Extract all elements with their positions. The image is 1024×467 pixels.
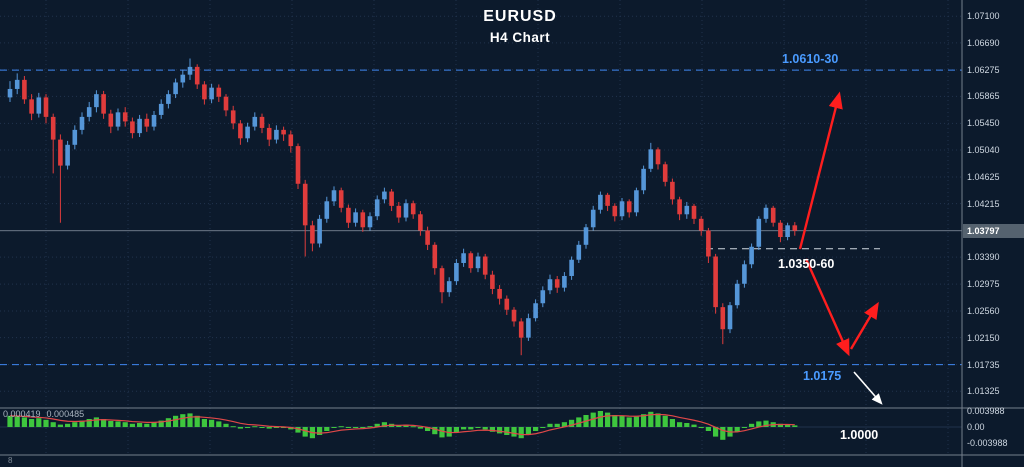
- price-axis-label: 1.07100: [967, 11, 1000, 22]
- bullish-projection-arrow: [798, 91, 843, 250]
- price-axis-label: 1.02150: [967, 332, 1000, 343]
- indicator-pointer-arrow: [853, 371, 883, 405]
- time-axis-fragment: 8: [8, 456, 13, 465]
- bounce-projection-arrow: [849, 301, 879, 350]
- grid-layer: [0, 0, 962, 455]
- price-axis-label: 1.06275: [967, 64, 1000, 75]
- price-axis-label: 1.01325: [967, 386, 1000, 397]
- bearish-projection-arrow: [804, 258, 850, 357]
- levels-layer: [0, 69, 962, 366]
- mid-zone-label: 1.0350-60: [778, 257, 835, 271]
- target-level-label: 1.0000: [840, 428, 879, 442]
- macd-values-readout: 0.000419 0.000485: [3, 409, 90, 419]
- current-price-tag: 1.03797: [963, 223, 1024, 238]
- price-axis[interactable]: 1.03797 1.07100 1.06690 1.06275 1.05865 1.05…: [963, 0, 1024, 467]
- candles-layer: [7, 58, 798, 356]
- price-axis-label: 0.00: [967, 422, 985, 432]
- resistance-zone-label: 1.0610-30: [782, 52, 839, 66]
- price-axis-label: 1.03390: [967, 252, 1000, 263]
- price-axis-label: 1.02560: [967, 306, 1000, 317]
- price-axis-label: 1.02975: [967, 279, 1000, 290]
- macd-signal-value: 0.000485: [46, 409, 85, 419]
- price-axis-label: 1.04625: [967, 171, 1000, 182]
- price-axis-label: 0.003988: [967, 406, 1005, 417]
- support-level-label: 1.0175: [803, 369, 842, 383]
- price-axis-label: 1.05040: [967, 144, 1000, 155]
- price-axis-label: 1.04215: [967, 198, 1000, 209]
- price-axis-label: 1.01735: [967, 359, 1000, 370]
- macd-main-value: 0.000419: [3, 409, 41, 419]
- price-axis-label: -0.003988: [967, 437, 1008, 448]
- price-axis-label: 1.05865: [967, 91, 1000, 102]
- price-axis-label: 1.05450: [967, 118, 1000, 129]
- macd-indicator-layer: [0, 411, 962, 440]
- projection-arrows-layer: [798, 91, 883, 405]
- price-axis-label: 1.06690: [967, 37, 1000, 48]
